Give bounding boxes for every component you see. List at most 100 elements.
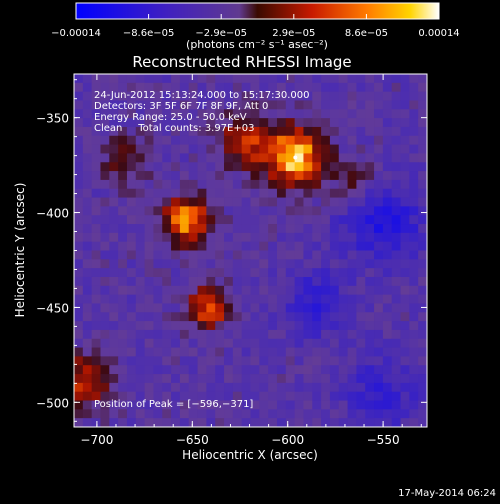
heatmap-cell	[356, 312, 366, 322]
heatmap-cell	[356, 294, 366, 304]
heatmap-cell	[153, 347, 163, 357]
heatmap-cell	[312, 400, 322, 410]
heatmap-cell	[400, 206, 410, 216]
heatmap-cell	[100, 268, 110, 278]
heatmap-cell	[391, 171, 401, 181]
heatmap-cell	[241, 356, 251, 366]
heatmap-cell	[171, 303, 181, 313]
heatmap-cell	[171, 126, 181, 137]
heatmap-cell	[82, 409, 93, 419]
heatmap-cell	[312, 118, 322, 128]
heatmap-cell	[100, 118, 110, 128]
heatmap-cell	[215, 382, 225, 393]
heatmap-cell	[259, 259, 269, 269]
heatmap-cell	[356, 215, 366, 225]
heatmap-cell	[294, 241, 304, 251]
heatmap-cell	[215, 374, 225, 384]
heatmap-cell	[250, 409, 260, 419]
heatmap-cell	[153, 135, 163, 145]
heatmap-cell	[400, 268, 410, 278]
heatmap-cell	[303, 276, 313, 287]
heatmap-cell	[303, 285, 313, 296]
heatmap-cell	[338, 118, 348, 128]
heatmap-cell	[294, 118, 304, 128]
heatmap-cell	[382, 365, 393, 375]
heatmap-cell	[338, 285, 348, 296]
heatmap-cell	[100, 382, 110, 393]
heatmap-cell	[250, 144, 260, 154]
heatmap-cell	[197, 82, 207, 93]
heatmap-cell	[215, 409, 225, 419]
heatmap-cell	[126, 285, 137, 296]
heatmap-cell	[241, 241, 251, 251]
heatmap-cell	[171, 400, 181, 410]
heatmap-cell	[294, 162, 304, 172]
heatmap-cell	[162, 74, 172, 84]
heatmap-cell	[382, 74, 393, 84]
heatmap-cell	[374, 118, 384, 128]
heatmap-cell	[232, 321, 243, 331]
heatmap-cell	[329, 188, 340, 198]
heatmap-cell	[197, 250, 207, 260]
heatmap-cell	[409, 109, 419, 119]
heatmap-cell	[232, 118, 243, 128]
heatmap-cell	[285, 347, 296, 357]
heatmap-cell	[250, 162, 260, 172]
heatmap-cell	[197, 347, 207, 357]
heatmap-cell	[188, 356, 198, 366]
heatmap-cell	[126, 135, 137, 145]
heatmap-cell	[365, 312, 375, 322]
heatmap-cell	[356, 109, 366, 119]
heatmap-cell	[153, 268, 163, 278]
heatmap-cell	[391, 338, 401, 348]
heatmap-cell	[74, 338, 84, 348]
heatmap-cell	[400, 91, 410, 101]
heatmap-cell	[400, 409, 410, 419]
heatmap-cell	[135, 391, 145, 401]
colorbar-tick-label: −0.00014	[51, 28, 101, 39]
heatmap-cell	[162, 153, 172, 163]
heatmap-cell	[391, 215, 401, 225]
heatmap-cell	[232, 356, 243, 366]
heatmap-cell	[215, 321, 225, 331]
heatmap-cell	[276, 250, 287, 260]
heatmap-cell	[232, 144, 243, 154]
heatmap-cell	[179, 347, 190, 357]
heatmap-cell	[162, 144, 172, 154]
heatmap-cell	[215, 144, 225, 154]
heatmap-cell	[206, 206, 216, 216]
heatmap-cell	[144, 400, 154, 410]
heatmap-cell	[241, 276, 251, 287]
heatmap-cell	[391, 109, 401, 119]
heatmap-cell	[321, 409, 331, 419]
heatmap-cell	[400, 171, 410, 181]
heatmap-cell	[382, 250, 393, 260]
heatmap-cell	[347, 197, 357, 207]
heatmap-cell	[329, 224, 340, 234]
heatmap-cell	[126, 268, 137, 278]
heatmap-cell	[365, 135, 375, 145]
heatmap-cell	[224, 224, 234, 234]
heatmap-cell	[241, 321, 251, 331]
heatmap-cell	[312, 259, 322, 269]
heatmap-cell	[100, 215, 110, 225]
heatmap-cell	[118, 153, 128, 163]
heatmap-cell	[135, 179, 145, 190]
heatmap-cell	[294, 109, 304, 119]
heatmap-cell	[109, 391, 119, 401]
heatmap-cell	[135, 312, 145, 322]
heatmap-cell	[356, 276, 366, 287]
heatmap-cell	[109, 321, 119, 331]
heatmap-cell	[144, 153, 154, 163]
heatmap-cell	[144, 276, 154, 287]
heatmap-cell	[268, 391, 278, 401]
heatmap-cell	[188, 206, 198, 216]
heatmap-cell	[418, 188, 428, 198]
heatmap-cell	[188, 179, 198, 190]
heatmap-cell	[268, 365, 278, 375]
heatmap-cell	[418, 91, 428, 101]
heatmap-cell	[365, 179, 375, 190]
heatmap-cell	[224, 100, 234, 110]
heatmap-cell	[382, 135, 393, 145]
heatmap-cell	[276, 400, 287, 410]
